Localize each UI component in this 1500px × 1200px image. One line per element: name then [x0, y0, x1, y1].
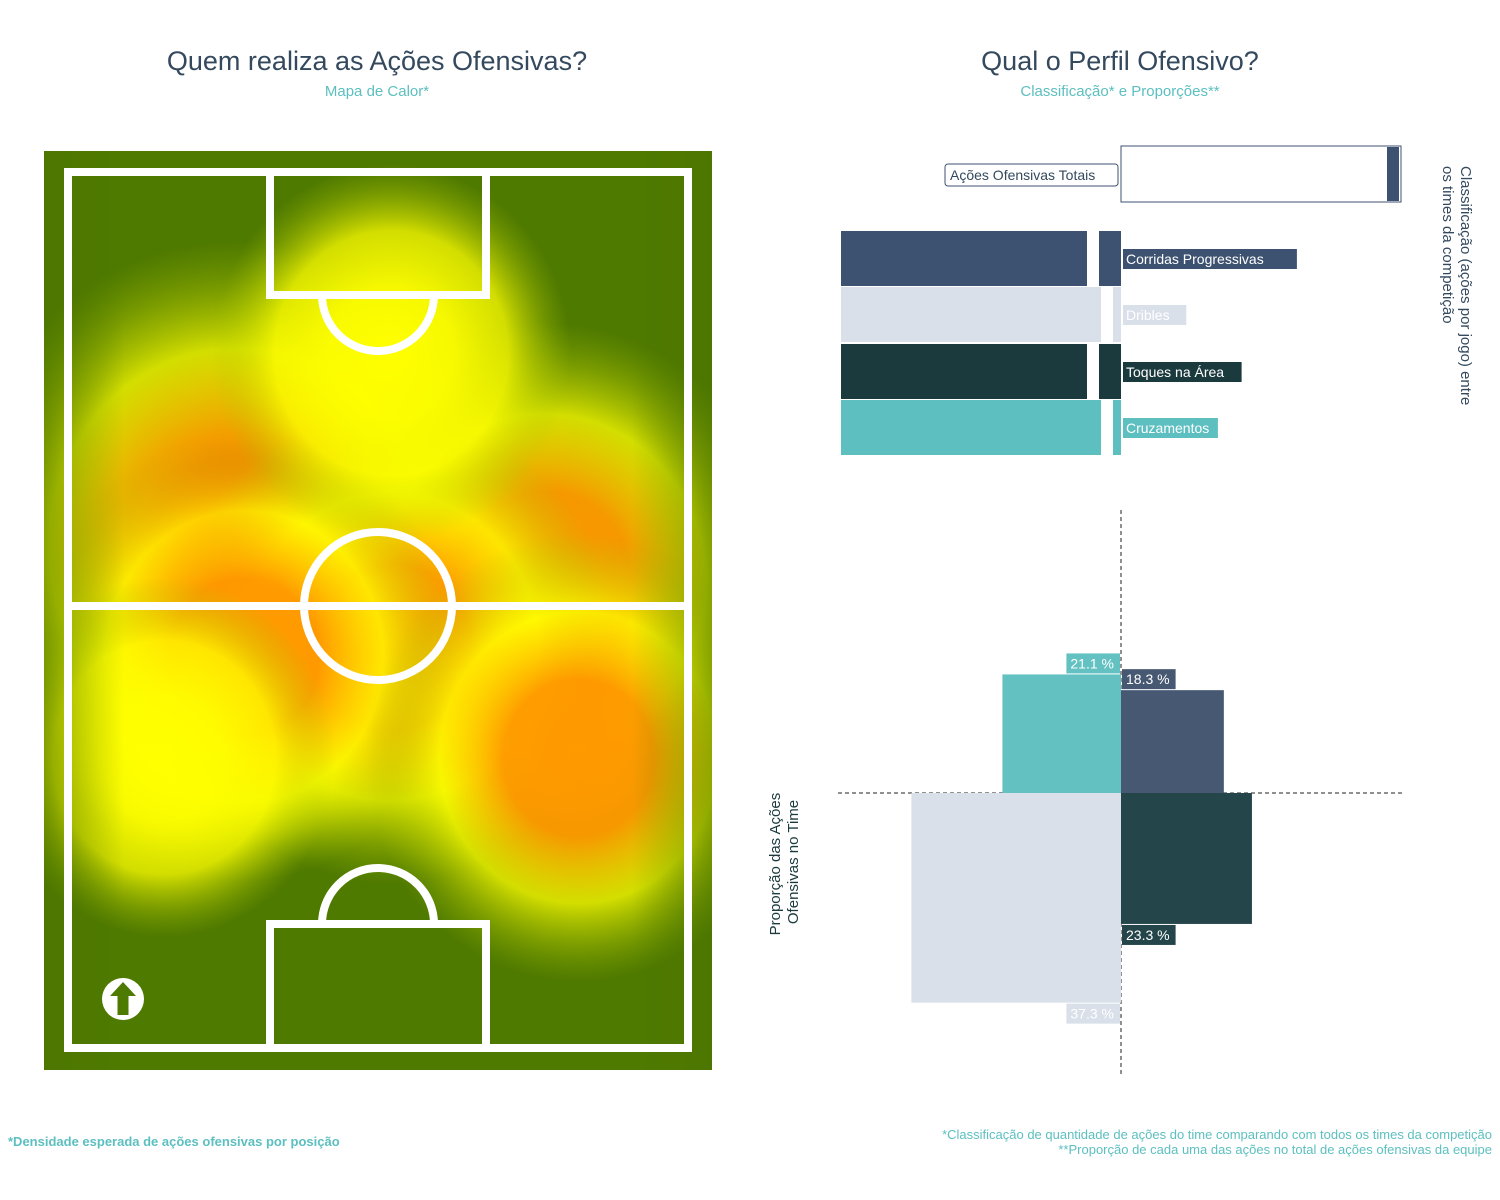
ranking-bar — [841, 344, 1121, 399]
quadrant-value-label: 21.1 % — [1066, 653, 1120, 673]
ranking-bar-marker — [1087, 344, 1099, 399]
heatmap-subtitle: Mapa de Calor* — [40, 83, 714, 100]
quadrant-square — [911, 793, 1121, 1003]
quadrant-value-label: 18.3 % — [1122, 669, 1176, 689]
svg-text:23.3 %: 23.3 % — [1126, 927, 1170, 943]
ranking-bar-marker — [1101, 287, 1113, 342]
footnote-proportion: **Proporção de cada uma das ações no tot… — [942, 1142, 1492, 1157]
footnote-profile: *Classificação de quantidade de ações do… — [942, 1127, 1492, 1157]
profile-title: Qual o Perfil Ofensivo? — [870, 46, 1370, 77]
footnote-heatmap: *Densidade esperada de ações ofensivas p… — [8, 1134, 340, 1149]
svg-text:18.3 %: 18.3 % — [1126, 671, 1170, 687]
quadrant-square — [1121, 793, 1252, 924]
ranking-bar — [841, 400, 1121, 455]
svg-text:Cruzamentos: Cruzamentos — [1126, 420, 1209, 436]
heatmap-title: Quem realiza as Ações Ofensivas? — [40, 46, 714, 77]
profile-charts: Ações Ofensivas Totais Corridas Progressi… — [760, 130, 1500, 1090]
ranking-label: Cruzamentos — [1123, 418, 1218, 438]
ranking-bar-marker — [1101, 400, 1113, 455]
pitch-edge-shade — [44, 151, 712, 1070]
quadrant-square — [1121, 690, 1224, 793]
ranking-bar-total-marker — [1387, 147, 1399, 201]
ranking-axis-label-line1: Classificação (ações por jogo) entre — [1457, 166, 1474, 405]
ranking-chart: Ações Ofensivas Totais Corridas Progressi… — [841, 146, 1401, 455]
ranking-label: Toques na Área — [1123, 362, 1242, 382]
ranking-axis-label-line2: os times da competição — [1439, 166, 1456, 324]
ranking-bar — [841, 231, 1121, 286]
svg-text:37.3 %: 37.3 % — [1070, 1006, 1114, 1022]
svg-text:Ações Ofensivas Totais: Ações Ofensivas Totais — [950, 167, 1095, 183]
heatmap-pitch — [44, 151, 712, 1070]
proportion-chart: 21.1 % 18.3 % 37.3 % 23.3 % — [838, 510, 1405, 1075]
ranking-bar — [841, 287, 1121, 342]
proportion-axis-label: Proporção das Ações Ofensivas no Time — [767, 789, 802, 936]
quadrant-square — [1002, 674, 1121, 793]
svg-text:Dribles: Dribles — [1126, 307, 1170, 323]
ranking-label: Corridas Progressivas — [1123, 249, 1297, 269]
quadrant-value-label: 37.3 % — [1066, 1004, 1120, 1024]
proportion-axis-label-line2: Ofensivas no Time — [785, 800, 802, 924]
ranking-axis-label: Classificação (ações por jogo) entre os … — [1439, 166, 1474, 409]
svg-text:Corridas Progressivas: Corridas Progressivas — [1126, 251, 1264, 267]
ranking-bar-total-frame — [1121, 146, 1401, 202]
proportion-axis-label-line1: Proporção das Ações — [767, 793, 784, 936]
up-arrow-icon — [102, 978, 144, 1020]
ranking-label: Dribles — [1123, 305, 1186, 325]
svg-text:Toques na Área: Toques na Área — [1126, 364, 1224, 380]
footnote-classification: *Classificação de quantidade de ações do… — [942, 1127, 1492, 1142]
ranking-bar-marker — [1087, 231, 1099, 286]
quadrant-value-label: 23.3 % — [1122, 925, 1176, 945]
svg-text:21.1 %: 21.1 % — [1070, 655, 1114, 671]
ranking-label-total: Ações Ofensivas Totais — [945, 164, 1118, 186]
profile-subtitle: Classificação* e Proporções** — [870, 83, 1370, 100]
